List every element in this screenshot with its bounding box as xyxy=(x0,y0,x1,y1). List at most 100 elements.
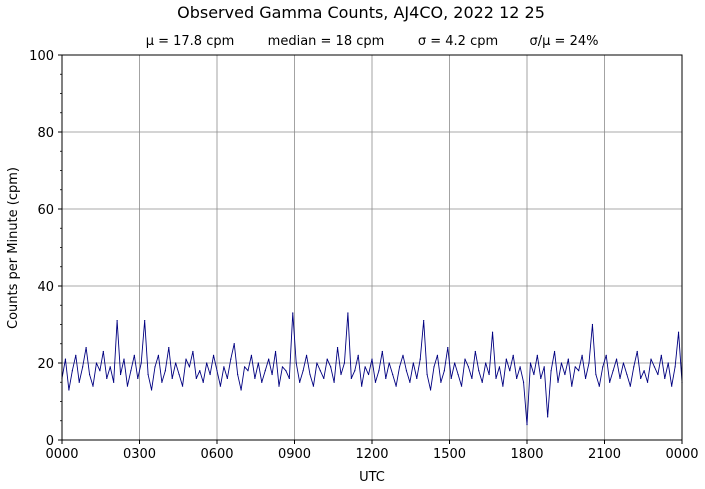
stat-ratio: σ/μ = 24% xyxy=(530,34,599,49)
data-point xyxy=(543,366,545,368)
y-tick-label: 0 xyxy=(46,434,54,449)
data-point xyxy=(106,377,108,379)
data-point xyxy=(660,354,662,356)
data-point xyxy=(402,354,404,356)
data-point xyxy=(643,370,645,372)
data-point xyxy=(212,354,215,356)
data-point xyxy=(233,343,235,345)
data-point xyxy=(395,385,397,387)
data-point xyxy=(181,385,184,387)
data-point xyxy=(274,350,277,353)
grid xyxy=(62,55,682,440)
x-tick-label: 0300 xyxy=(123,447,156,462)
data-point xyxy=(460,385,463,387)
data-point xyxy=(481,381,483,383)
data-point xyxy=(488,373,490,376)
data-point xyxy=(323,377,325,379)
data-point xyxy=(109,366,111,368)
data-point xyxy=(206,362,208,364)
data-point xyxy=(175,362,177,364)
data-point xyxy=(95,362,98,364)
data-point xyxy=(409,381,411,383)
data-point xyxy=(598,385,600,387)
data-point xyxy=(202,381,204,383)
data-point xyxy=(640,377,642,379)
data-point xyxy=(223,366,225,368)
data-point xyxy=(343,362,346,364)
x-axis-label: UTC xyxy=(359,470,385,485)
data-point xyxy=(78,381,80,383)
data-point xyxy=(82,366,84,368)
data-point xyxy=(144,320,146,322)
data-point xyxy=(622,362,625,364)
data-point xyxy=(75,354,77,356)
data-point xyxy=(137,377,139,379)
x-tick-label: 2100 xyxy=(588,447,621,462)
data-point xyxy=(436,354,439,356)
data-point xyxy=(192,350,194,353)
y-tick-label: 60 xyxy=(37,203,54,218)
x-tick-label: 1200 xyxy=(355,447,388,462)
data-point xyxy=(516,377,518,379)
data-point xyxy=(340,373,342,376)
data-point xyxy=(367,373,370,376)
data-point xyxy=(336,347,339,349)
data-point xyxy=(130,370,132,372)
data-point xyxy=(281,366,284,368)
data-point xyxy=(292,312,294,314)
data-point xyxy=(330,366,332,368)
data-point xyxy=(505,358,507,360)
data-point xyxy=(619,377,621,379)
data-point xyxy=(154,366,156,368)
data-point xyxy=(674,366,676,368)
data-point xyxy=(199,370,201,372)
data-point xyxy=(423,320,425,322)
data-point xyxy=(312,385,315,387)
data-point xyxy=(553,350,556,353)
data-point xyxy=(99,370,101,372)
data-point xyxy=(178,373,180,376)
data-point xyxy=(350,377,352,379)
data-point xyxy=(288,377,290,379)
data-point xyxy=(357,354,359,356)
data-point xyxy=(498,366,501,368)
data-point xyxy=(271,373,273,376)
data-point xyxy=(226,377,228,379)
data-point xyxy=(664,377,666,379)
y-axis-label: Counts per Minute (cpm) xyxy=(6,167,21,329)
data-point xyxy=(240,389,242,391)
data-point xyxy=(147,373,149,376)
data-point xyxy=(574,366,576,368)
data-point xyxy=(667,362,669,364)
data-point xyxy=(478,370,480,372)
data-point xyxy=(550,370,552,372)
data-point xyxy=(278,385,280,387)
data-point xyxy=(588,362,590,364)
data-point xyxy=(571,385,573,387)
data-point xyxy=(443,370,445,372)
data-point xyxy=(185,358,187,360)
data-point xyxy=(150,389,153,391)
y-tick-label: 80 xyxy=(37,126,54,141)
data-point xyxy=(464,358,466,360)
data-point xyxy=(92,385,94,387)
data-point xyxy=(216,370,218,372)
data-point xyxy=(119,373,122,376)
data-layer xyxy=(61,312,683,426)
data-point xyxy=(657,373,659,376)
data-point xyxy=(564,373,566,376)
data-point xyxy=(88,373,91,376)
data-point xyxy=(485,362,487,364)
data-point xyxy=(595,373,597,376)
data-point xyxy=(219,385,222,387)
data-point xyxy=(102,350,104,353)
data-point xyxy=(474,350,476,353)
data-point xyxy=(412,362,414,364)
data-point xyxy=(371,358,373,360)
data-point xyxy=(247,370,249,372)
data-point xyxy=(254,377,256,379)
data-point xyxy=(195,377,197,379)
data-point xyxy=(447,347,449,349)
data-point xyxy=(578,370,580,372)
data-point xyxy=(354,370,356,372)
